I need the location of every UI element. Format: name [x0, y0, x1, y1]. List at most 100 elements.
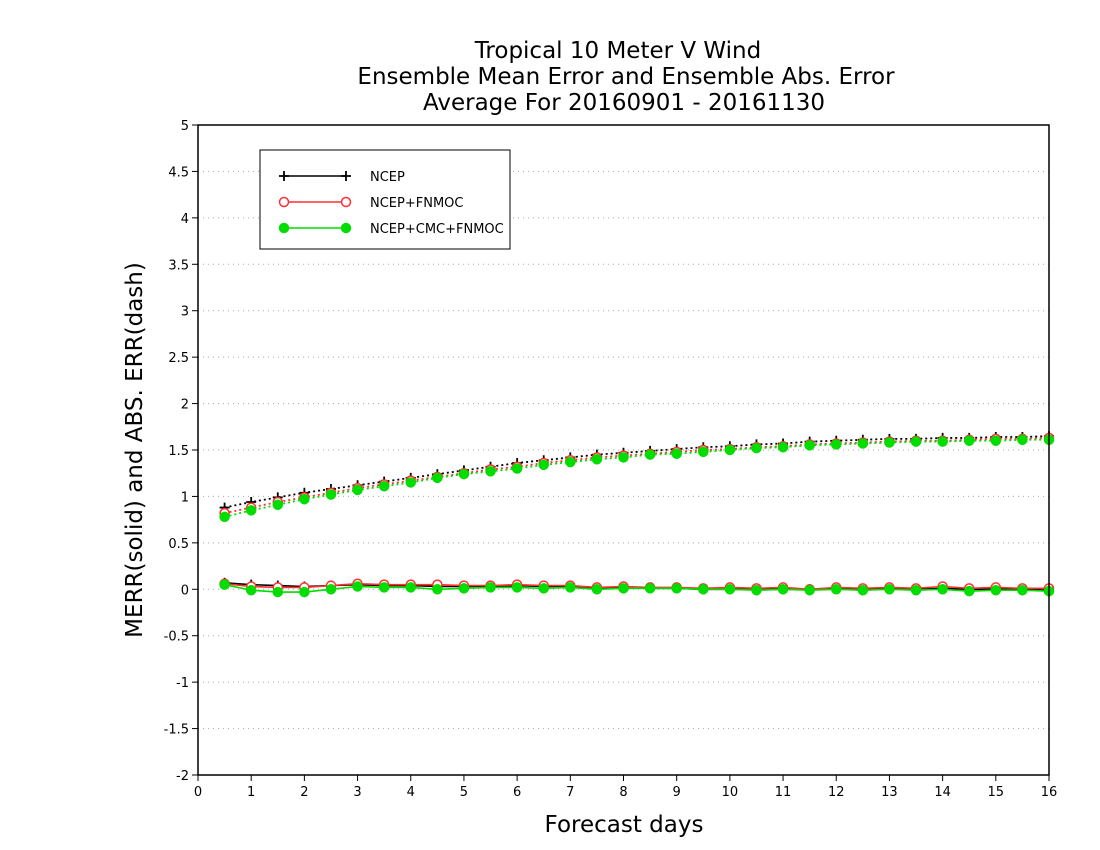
point-marker: [751, 442, 762, 454]
point-marker: [565, 582, 576, 593]
point-marker: [538, 583, 549, 594]
series-ncep: [219, 431, 1054, 596]
y-tick-label: -1.5: [164, 723, 189, 738]
point-marker: [272, 586, 284, 598]
point-marker: [340, 196, 352, 208]
point-marker: [458, 583, 470, 594]
point-marker: [644, 583, 656, 594]
y-tick-label: 1: [181, 490, 189, 505]
series-ncep-cmc-fnmoc: [219, 434, 1055, 598]
point-marker: [325, 489, 337, 500]
point-marker: [884, 584, 895, 595]
point-marker: [485, 582, 496, 593]
point-marker: [777, 441, 789, 453]
point-marker: [278, 222, 290, 234]
y-tick-label: 4.5: [168, 165, 189, 180]
legend-label: NCEP+CMC+FNMOC: [370, 222, 504, 237]
x-tick-label: 12: [828, 785, 845, 800]
point-marker: [405, 477, 416, 488]
point-marker: [937, 436, 948, 447]
point-marker: [963, 585, 975, 597]
point-marker: [831, 584, 842, 595]
point-marker: [340, 222, 352, 234]
point-marker: [671, 448, 682, 459]
legend: NCEP NCEP+FNMOC NCEP+CMC+FNMOC: [259, 149, 511, 250]
point-marker: [565, 456, 576, 468]
legend-item-ncep-cmc-fnmoc: NCEP+CMC+FNMOC: [278, 222, 504, 237]
point-marker: [378, 582, 390, 593]
x-tick-label: 8: [619, 785, 627, 800]
point-marker: [511, 463, 523, 474]
series-line-abs-err: [224, 437, 1050, 515]
y-tick-label: 3.5: [168, 258, 189, 273]
point-marker: [724, 584, 736, 595]
x-tick-label: 2: [300, 785, 308, 800]
point-marker: [724, 444, 736, 456]
x-tick-label: 1: [247, 785, 255, 800]
point-marker: [698, 446, 709, 458]
y-tick-label: 1.5: [168, 444, 189, 459]
point-marker: [990, 435, 1002, 446]
point-marker: [857, 584, 869, 596]
x-tick-label: 5: [460, 785, 468, 800]
y-axis-label: MERR(solid) and ABS. ERR(dash): [122, 262, 148, 638]
y-tick-label: 0.5: [168, 537, 189, 552]
point-marker: [538, 459, 549, 471]
point-marker: [644, 449, 656, 460]
x-tick-label: 10: [722, 785, 739, 800]
x-tick-label: 6: [513, 785, 521, 800]
point-marker: [857, 438, 869, 449]
chart-title-line-1: Tropical 10 Meter V Wind: [474, 38, 761, 64]
y-tick-label: 4: [181, 212, 189, 227]
x-axis-label: Forecast days: [545, 812, 704, 838]
point-marker: [299, 493, 310, 505]
point-marker: [591, 584, 603, 595]
point-marker: [341, 171, 351, 181]
point-marker: [990, 584, 1002, 596]
point-marker: [279, 171, 289, 181]
legend-label: NCEP: [370, 170, 405, 185]
point-marker: [245, 505, 257, 516]
point-marker: [751, 584, 762, 596]
point-marker: [325, 584, 337, 595]
x-axis-ticks: 0 1 2 3 4 5 6 7 8 9 10 11 12 13 14 15 16: [194, 775, 1057, 800]
legend-label: NCEP+FNMOC: [370, 196, 463, 211]
x-tick-label: 7: [566, 785, 574, 800]
point-marker: [432, 584, 443, 595]
point-marker: [245, 584, 257, 596]
chart-title-line-3: Average For 20160901 - 20161130: [423, 90, 825, 116]
point-marker: [591, 454, 603, 465]
point-marker: [378, 480, 390, 492]
x-tick-label: 4: [407, 785, 415, 800]
point-marker: [963, 435, 975, 446]
y-tick-label: 2: [181, 398, 189, 413]
y-tick-label: 5: [181, 119, 189, 134]
point-marker: [618, 583, 629, 594]
point-marker: [405, 582, 416, 593]
point-marker: [698, 584, 709, 595]
y-tick-label: -1: [176, 676, 189, 691]
y-tick-label: 0: [181, 583, 189, 598]
point-marker: [804, 440, 815, 451]
y-tick-label: -2: [176, 769, 189, 784]
legend-item-ncep-fnmoc: NCEP+FNMOC: [278, 196, 463, 211]
chart-title-line-2: Ensemble Mean Error and Ensemble Abs. Er…: [357, 64, 895, 90]
point-marker: [485, 466, 496, 477]
y-tick-label: -0.5: [164, 630, 189, 645]
point-marker: [831, 439, 842, 450]
point-marker: [777, 584, 789, 595]
point-marker: [352, 581, 363, 592]
series-layer: [219, 431, 1055, 598]
point-marker: [458, 468, 470, 480]
point-marker: [804, 584, 815, 596]
x-tick-label: 13: [881, 785, 898, 800]
point-marker: [1017, 434, 1028, 446]
y-axis-ticks: -2 -1.5 -1 -0.5 0 0.5 1 1.5 2 2.5 3 3.5 4 4.5 5: [164, 119, 198, 784]
point-marker: [910, 584, 922, 596]
x-tick-label: 15: [988, 785, 1005, 800]
y-tick-label: 3: [181, 305, 189, 320]
point-marker: [219, 579, 230, 590]
point-marker: [511, 582, 523, 593]
point-marker: [1017, 584, 1028, 596]
